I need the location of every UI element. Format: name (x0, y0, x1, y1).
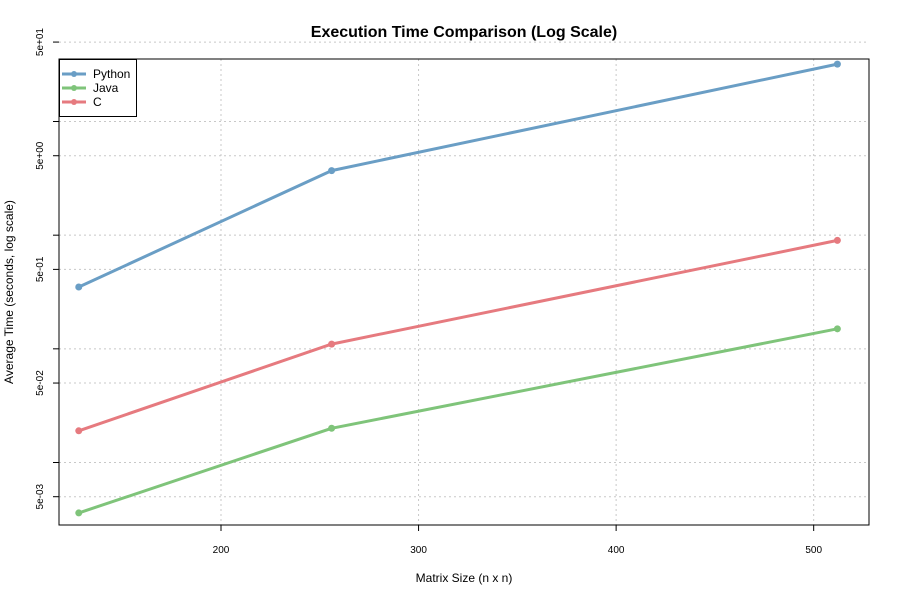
chart-title: Execution Time Comparison (Log Scale) (311, 24, 617, 41)
series-line-python (78, 62, 838, 289)
grid (59, 41, 869, 525)
plot-frame (58, 58, 870, 526)
legend-item-python: Python (62, 67, 130, 81)
data-point-java (833, 325, 841, 333)
y-tick-label: 5e-03 (35, 483, 46, 509)
y-tick-label: 5e-02 (35, 370, 46, 396)
x-axis-label: Matrix Size (n x n) (416, 571, 513, 585)
x-axis: 200 300 400 500 (213, 525, 822, 556)
y-axis: 5e-03 5e-02 5e-01 5e+00 5e+01 (35, 28, 59, 509)
y-axis-label: Average Time (seconds, log scale) (2, 200, 16, 384)
y-tick-label: 5e-01 (35, 256, 46, 282)
data-point-python (833, 60, 841, 68)
y-tick-label: 5e+00 (35, 141, 46, 170)
data-point-java (328, 424, 336, 432)
legend-marker (71, 71, 77, 77)
series-layer (75, 60, 841, 517)
series-python (75, 60, 841, 291)
series-c (75, 236, 841, 435)
x-tick-label: 500 (805, 545, 822, 556)
data-point-python (75, 283, 83, 291)
series-java (75, 325, 841, 517)
data-point-c (328, 340, 336, 348)
legend-item-c: C (62, 95, 102, 109)
legend-label: C (93, 95, 102, 109)
series-line-java (78, 327, 838, 515)
x-tick-label: 400 (608, 545, 625, 556)
legend-marker (71, 99, 77, 105)
x-tick-label: 300 (410, 545, 427, 556)
legend-item-java: Java (62, 81, 119, 95)
data-point-c (833, 236, 841, 244)
y-tick-label: 5e+01 (35, 28, 46, 57)
legend-label: Python (93, 67, 130, 81)
legend-label: Java (93, 81, 119, 95)
data-point-java (75, 509, 83, 517)
legend-marker (71, 85, 77, 91)
data-point-python (328, 167, 336, 175)
data-point-c (75, 427, 83, 435)
x-tick-label: 200 (213, 545, 230, 556)
